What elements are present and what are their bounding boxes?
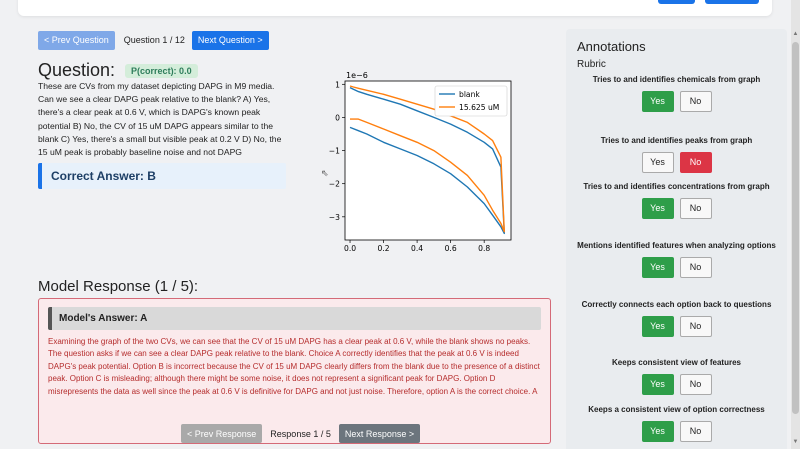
p-correct-badge: P(correct): 0.0: [125, 63, 198, 78]
rubric-criterion: Tries to and identifies chemicals from g…: [566, 74, 787, 112]
criterion-buttons: Yes No: [566, 420, 787, 442]
x-ticks: 0.0 0.2 0.4 0.6 0.8: [344, 240, 490, 253]
x-tick-label: 0.2: [378, 244, 390, 253]
scroll-up-arrow-icon[interactable]: ▲: [792, 31, 799, 37]
response-nav: < Prev Response Response 1 / 5 Next Resp…: [181, 424, 421, 443]
legend-15uM-label: 15.625 uM: [459, 103, 499, 112]
model-answer-box: Model's Answer: A: [48, 307, 541, 330]
question-heading: Question:: [38, 60, 116, 80]
yes-button[interactable]: Yes: [641, 315, 674, 337]
x-tick-label: 0.0: [344, 244, 356, 253]
yes-button[interactable]: Yes: [641, 256, 674, 278]
x-tick-label: 0.8: [478, 244, 490, 253]
y-tick-label: −2: [329, 180, 340, 189]
x-tick-label: 0.4: [411, 244, 423, 253]
no-button[interactable]: No: [679, 315, 712, 337]
annotations-title: Annotations: [577, 39, 646, 54]
prev-question-button[interactable]: < Prev Question: [38, 30, 115, 50]
criterion-label: Tries to and identifies peaks from graph: [600, 136, 753, 145]
next-question-button[interactable]: Next Question >: [191, 30, 269, 50]
question-text: These are CVs from my dataset depicting …: [38, 81, 282, 158]
no-button[interactable]: No: [679, 420, 712, 442]
prev-response-button[interactable]: < Prev Response: [181, 424, 263, 443]
model-answer-label: Model's Answer: A: [59, 313, 148, 324]
no-button[interactable]: No: [679, 373, 712, 395]
rubric-criterion: Correctly connects each option back to q…: [566, 299, 787, 337]
top-card: [18, 0, 772, 16]
no-button[interactable]: No: [679, 197, 712, 219]
legend-blank-label: blank: [459, 90, 480, 99]
rubric-criterion: Tries to and identifies concentrations f…: [566, 181, 787, 219]
model-response-heading: Model Response (1 / 5):: [38, 278, 199, 295]
scrollbar-thumb[interactable]: [792, 42, 799, 414]
no-button[interactable]: No: [679, 90, 712, 112]
legend: blank 15.625 uM: [434, 85, 508, 117]
x-tick-label: 0.6: [445, 244, 457, 253]
y-tick-label: 1: [335, 80, 340, 89]
correct-answer-box: Correct Answer: B: [38, 163, 286, 189]
yes-button[interactable]: Yes: [641, 373, 674, 395]
rubric-criterion: Keeps a consistent view of option correc…: [566, 404, 787, 442]
criterion-label: Tries to and identifies concentrations f…: [583, 182, 770, 191]
yes-button[interactable]: Yes: [641, 197, 674, 219]
question-header: Question: P(correct): 0.0: [38, 60, 198, 81]
y-offset-label: 1e−6: [346, 71, 368, 80]
y-ticks: 1 0 −1 −2 −3: [329, 80, 345, 222]
rubric-criterion: Tries to and identifies peaks from graph…: [566, 135, 787, 173]
model-response-text: Examining the graph of the two CVs, we c…: [48, 337, 540, 396]
series-line-15uM: [349, 85, 506, 233]
top-button-right[interactable]: [705, 0, 759, 4]
top-header-bar: [0, 0, 790, 18]
criterion-buttons: Yes No: [566, 373, 787, 395]
cv-chart-svg: 1e−6 0.0 0.2 0.4 0.6 0.8 1 0 −1 −2 −3 blank 15.6…: [329, 71, 512, 253]
criterion-label: Tries to and identifies chemicals from g…: [592, 75, 761, 84]
top-button-left[interactable]: [658, 0, 695, 4]
scroll-down-arrow-icon[interactable]: ▼: [792, 439, 799, 445]
question-panel: < Prev Question Question 1 / 12 Next Que…: [30, 26, 560, 449]
criterion-buttons: Yes No: [566, 90, 787, 112]
yes-button[interactable]: Yes: [641, 151, 674, 173]
yes-button[interactable]: Yes: [641, 420, 674, 442]
scrollbar[interactable]: ▲ ▼: [791, 0, 800, 449]
y-tick-label: 0: [335, 113, 340, 122]
cv-chart: 1e−6 0.0 0.2 0.4 0.6 0.8 1 0 −1 −2 −3 blank 15.6…: [318, 70, 543, 290]
next-response-button[interactable]: Next Response >: [338, 424, 421, 443]
criterion-label: Correctly connects each option back to q…: [581, 300, 772, 309]
series-lines: [349, 85, 506, 235]
criterion-label: Mentions identified features when analyz…: [577, 241, 776, 250]
criterion-label: Keeps consistent view of features: [612, 358, 741, 367]
criterion-buttons: Yes No: [566, 256, 787, 278]
criterion-buttons: Yes No: [566, 197, 787, 219]
question-nav: < Prev Question Question 1 / 12 Next Que…: [38, 30, 269, 50]
annotations-panel: Annotations Rubric Tries to and identifi…: [566, 29, 787, 449]
rubric-criterion: Mentions identified features when analyz…: [566, 240, 787, 278]
criterion-label: Keeps a consistent view of option correc…: [588, 405, 765, 414]
no-button[interactable]: No: [679, 151, 712, 173]
y-tick-label: −3: [329, 213, 340, 222]
criterion-buttons: Yes No: [566, 151, 787, 173]
mouse-cursor-icon: ⇖: [321, 168, 329, 178]
rubric-criterion: Keeps consistent view of features Yes No: [566, 357, 787, 395]
y-tick-label: −1: [329, 147, 340, 156]
no-button[interactable]: No: [679, 256, 712, 278]
correct-answer-label: Correct Answer: B: [51, 169, 156, 183]
response-counter: Response 1 / 5: [270, 428, 331, 439]
model-response-box: Model's Answer: A Examining the graph of…: [38, 298, 551, 444]
criterion-buttons: Yes No: [566, 315, 787, 337]
rubric-subtitle: Rubric: [577, 59, 606, 70]
question-counter: Question 1 / 12: [123, 35, 185, 45]
yes-button[interactable]: Yes: [641, 90, 674, 112]
